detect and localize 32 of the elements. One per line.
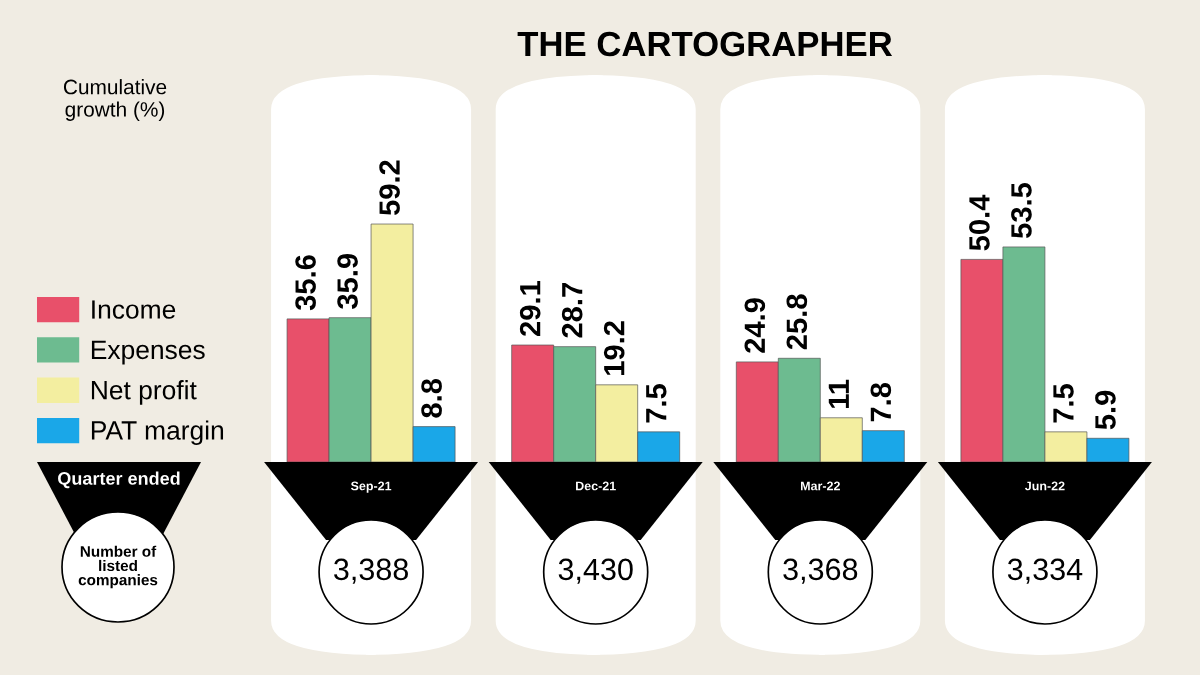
- text: 3,368: [783, 558, 858, 584]
- text: 3,430: [558, 558, 633, 584]
- data-label: 35.6: [295, 255, 316, 311]
- data-label: 25.8: [786, 294, 808, 350]
- legend-label: PAT margin: [91, 420, 224, 445]
- data-label: 5.9: [1095, 390, 1116, 430]
- data-label: 35.9: [337, 253, 358, 309]
- legend-label: Expenses: [91, 340, 205, 365]
- data-label: 11: [828, 379, 849, 408]
- text: 3,334: [1007, 558, 1083, 584]
- chart-title: THE CARTOGRAPHER: [517, 31, 893, 57]
- text: Number of listed companies: [78, 545, 158, 589]
- data-label: 59.2: [379, 160, 400, 216]
- data-label: 53.5: [1011, 182, 1032, 238]
- data-label: 28.7: [561, 283, 583, 338]
- x-tick-label: Dec-21: [576, 481, 616, 491]
- data-label: 19.2: [603, 321, 625, 375]
- data-label: 7.5: [1053, 384, 1074, 423]
- x-tick-label: Sep-21: [350, 481, 392, 493]
- legend-label: Net profit: [91, 380, 197, 405]
- data-label: 29.1: [519, 281, 541, 336]
- text: 3,388: [334, 558, 408, 584]
- data-label: 7.8: [870, 382, 892, 422]
- data-label: 8.8: [421, 378, 442, 418]
- data-label: 7.5: [646, 384, 667, 423]
- text: Cumulative growth (%): [63, 79, 167, 121]
- text: Quarter ended: [58, 471, 180, 489]
- x-tick-label: Jun-22: [1024, 481, 1065, 491]
- x-tick-label: Mar-22: [801, 481, 840, 491]
- data-label: 24.9: [744, 298, 766, 353]
- legend-label: Income: [92, 300, 176, 319]
- data-label: 50.4: [969, 194, 990, 251]
